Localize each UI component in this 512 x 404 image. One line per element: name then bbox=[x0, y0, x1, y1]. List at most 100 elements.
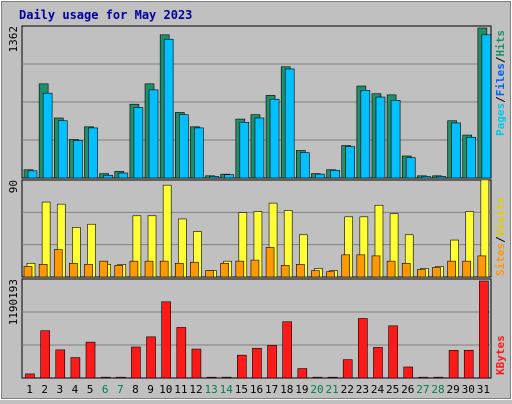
x-tick-label: 14 bbox=[220, 383, 234, 396]
legend-visits: Visits bbox=[494, 197, 507, 237]
bar-sites bbox=[99, 260, 108, 278]
bar-files bbox=[284, 68, 295, 179]
bar-kbytes bbox=[418, 376, 429, 379]
x-tick-label: 15 bbox=[235, 383, 248, 396]
bar-kbytes bbox=[282, 321, 292, 379]
bar-files bbox=[360, 90, 371, 179]
bar-kbytes bbox=[131, 346, 141, 379]
bar-files bbox=[421, 176, 431, 179]
bar-files bbox=[345, 146, 356, 179]
bar-files bbox=[390, 100, 401, 179]
x-tick-label: 28 bbox=[431, 383, 444, 396]
bar-sites bbox=[371, 255, 381, 278]
bar-files bbox=[330, 169, 340, 179]
bar-files bbox=[375, 96, 386, 179]
bar-files bbox=[481, 34, 492, 179]
bar-kbytes bbox=[146, 336, 156, 379]
bar-sites bbox=[69, 262, 78, 278]
bar-files bbox=[239, 122, 250, 179]
y-max-label: 1362 bbox=[7, 26, 20, 53]
bar-files bbox=[269, 98, 280, 179]
bar-files bbox=[315, 173, 325, 179]
bar-files bbox=[148, 89, 159, 179]
bar-kbytes bbox=[191, 348, 202, 379]
bar-sites bbox=[235, 260, 245, 278]
bar-sites bbox=[220, 262, 229, 278]
bar-kbytes bbox=[297, 368, 308, 379]
bar-files bbox=[178, 114, 189, 179]
bar-sites bbox=[23, 266, 33, 278]
x-tick-label: 4 bbox=[72, 383, 79, 396]
x-tick-label: 23 bbox=[356, 383, 369, 396]
y-axis-max-labels: 1362 90 1190193 bbox=[7, 26, 20, 325]
legend-kbytes: KBytes bbox=[494, 335, 507, 375]
bar-files bbox=[42, 92, 53, 179]
bar-sites bbox=[190, 261, 199, 278]
chart-title: Daily usage for May 2023 bbox=[19, 8, 192, 22]
x-tick-label: 24 bbox=[371, 383, 385, 396]
bar-files bbox=[466, 136, 477, 179]
bar-kbytes bbox=[55, 349, 66, 379]
bar-kbytes bbox=[388, 325, 398, 379]
bar-files bbox=[209, 176, 219, 179]
bar-kbytes bbox=[267, 345, 277, 379]
bar-sites bbox=[417, 269, 426, 278]
legend-kbytes: KBytes bbox=[494, 335, 507, 375]
x-tick-label: 3 bbox=[57, 383, 64, 396]
bar-kbytes bbox=[358, 318, 368, 379]
bar-kbytes bbox=[479, 280, 489, 379]
bar-files bbox=[118, 172, 129, 179]
bar-sites bbox=[159, 260, 169, 278]
legend-files: Files bbox=[494, 63, 507, 96]
bar-files bbox=[27, 170, 38, 179]
x-tick-label: 8 bbox=[132, 383, 139, 396]
bar-sites bbox=[205, 270, 214, 278]
bar-sites bbox=[114, 265, 124, 278]
x-axis-day-labels: 1 2 3 4 5 6 7 8 9 10 11 12 13 14 15 16 17 18 19 20 21 22 23 24 2… bbox=[26, 383, 490, 396]
bar-sites bbox=[144, 260, 154, 278]
bar-kbytes bbox=[40, 330, 50, 379]
bar-kbytes bbox=[85, 341, 96, 379]
bar-sites bbox=[401, 262, 411, 278]
x-tick-label: 2 bbox=[41, 383, 48, 396]
y-max-label: 1190193 bbox=[7, 279, 20, 325]
bar-files bbox=[194, 127, 204, 179]
bar-sites bbox=[296, 264, 305, 278]
x-tick-label: 7 bbox=[117, 383, 124, 396]
x-tick-label: 12 bbox=[189, 383, 202, 396]
bar-kbytes bbox=[373, 347, 383, 379]
legend-hits: Hits bbox=[494, 30, 507, 57]
legend-pages-files-hits: Pages/Files/Hits bbox=[494, 30, 507, 136]
x-tick-label: 17 bbox=[265, 383, 278, 396]
bar-files bbox=[436, 176, 446, 179]
bar-kbytes bbox=[176, 327, 187, 379]
x-tick-label: 30 bbox=[462, 383, 475, 396]
chart-panels bbox=[21, 25, 492, 379]
bar-sites bbox=[462, 260, 472, 278]
x-tick-label: 19 bbox=[295, 383, 308, 396]
bar-files bbox=[224, 174, 234, 179]
bar-sites bbox=[356, 254, 366, 278]
x-tick-label: 21 bbox=[326, 383, 339, 396]
legend-sites-visits: Sites/Visits bbox=[494, 197, 507, 277]
bar-sites bbox=[84, 264, 93, 278]
bar-sites bbox=[326, 271, 335, 278]
bar-kbytes bbox=[115, 376, 126, 379]
bar-files bbox=[405, 157, 416, 179]
bar-files bbox=[88, 127, 98, 179]
legend-separator: / bbox=[494, 56, 507, 63]
bar-kbytes bbox=[206, 376, 217, 379]
bar-sites bbox=[53, 249, 63, 278]
bar-sites bbox=[341, 254, 351, 278]
y-max-label: 90 bbox=[7, 180, 20, 193]
x-tick-label: 9 bbox=[147, 383, 154, 396]
x-tick-label: 10 bbox=[159, 383, 172, 396]
bar-kbytes bbox=[342, 359, 353, 379]
x-tick-label: 27 bbox=[416, 383, 429, 396]
bar-files bbox=[57, 120, 68, 179]
x-tick-label: 1 bbox=[26, 383, 33, 396]
bar-kbytes bbox=[70, 357, 81, 379]
